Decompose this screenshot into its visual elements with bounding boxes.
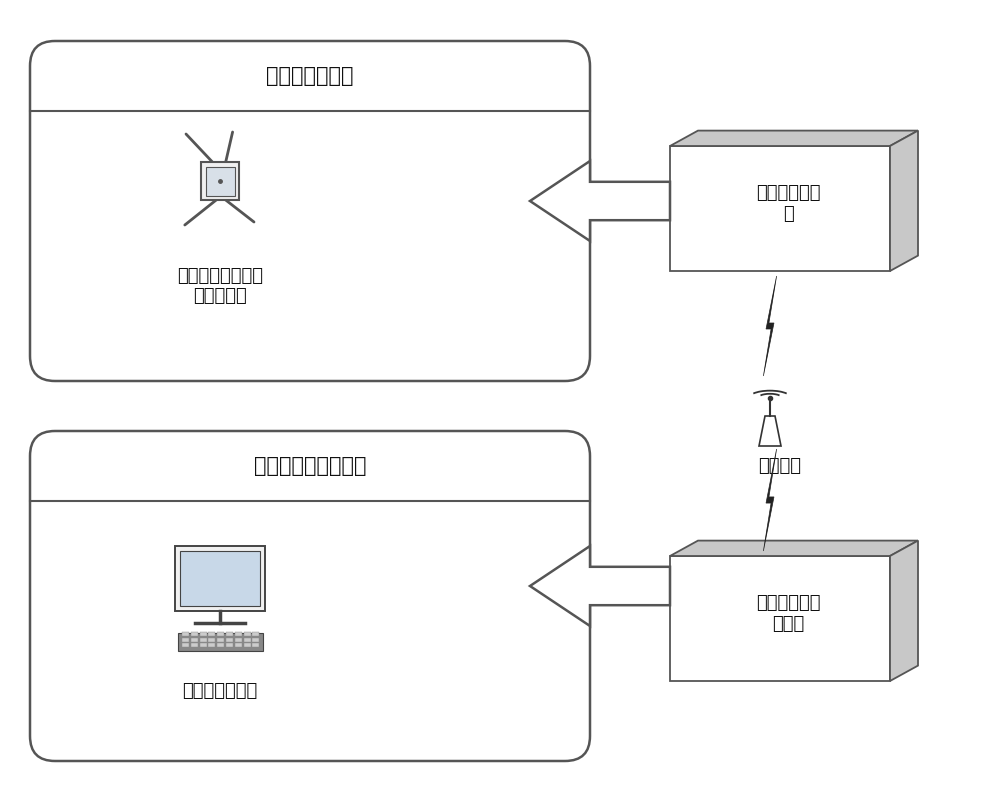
Polygon shape (530, 161, 670, 241)
Polygon shape (670, 541, 918, 556)
FancyBboxPatch shape (30, 431, 590, 761)
Polygon shape (208, 632, 215, 636)
Polygon shape (530, 546, 670, 626)
Polygon shape (244, 643, 251, 647)
Polygon shape (208, 643, 215, 647)
Polygon shape (200, 632, 207, 636)
Polygon shape (217, 638, 224, 642)
Polygon shape (182, 632, 189, 636)
Polygon shape (200, 638, 207, 642)
Polygon shape (235, 643, 242, 647)
Polygon shape (244, 638, 251, 642)
Polygon shape (217, 643, 224, 647)
Polygon shape (235, 632, 242, 636)
Polygon shape (217, 632, 224, 636)
FancyBboxPatch shape (30, 41, 590, 381)
Polygon shape (208, 638, 215, 642)
Polygon shape (252, 638, 259, 642)
Polygon shape (201, 162, 239, 200)
Text: 云端处理服务器: 云端处理服务器 (182, 682, 258, 700)
Polygon shape (759, 416, 781, 446)
Polygon shape (670, 146, 890, 271)
Polygon shape (252, 643, 259, 647)
Polygon shape (763, 276, 777, 376)
Polygon shape (182, 643, 189, 647)
Polygon shape (670, 131, 918, 146)
Text: 可穿戴终端模块: 可穿戴终端模块 (266, 66, 354, 86)
Text: 内置惯性传感器的
可穿戴终端: 内置惯性传感器的 可穿戴终端 (177, 267, 263, 305)
Text: 云端处理服务
器模块: 云端处理服务 器模块 (756, 594, 820, 633)
Polygon shape (890, 131, 918, 271)
Polygon shape (244, 632, 251, 636)
Polygon shape (182, 638, 189, 642)
Polygon shape (670, 556, 890, 681)
Polygon shape (191, 632, 198, 636)
Polygon shape (252, 632, 259, 636)
Polygon shape (226, 632, 233, 636)
Polygon shape (206, 167, 234, 195)
Text: 通信设备: 通信设备 (759, 457, 802, 475)
Polygon shape (890, 541, 918, 681)
Polygon shape (180, 551, 260, 606)
Polygon shape (178, 633, 262, 651)
Polygon shape (226, 638, 233, 642)
Polygon shape (763, 449, 777, 551)
Polygon shape (191, 638, 198, 642)
Polygon shape (200, 643, 207, 647)
Text: 云端处理服务器模块: 云端处理服务器模块 (254, 456, 366, 476)
Polygon shape (226, 643, 233, 647)
Polygon shape (175, 546, 265, 611)
Polygon shape (191, 643, 198, 647)
Polygon shape (235, 638, 242, 642)
Text: 可穿戴终端模
块: 可穿戴终端模 块 (756, 184, 820, 223)
